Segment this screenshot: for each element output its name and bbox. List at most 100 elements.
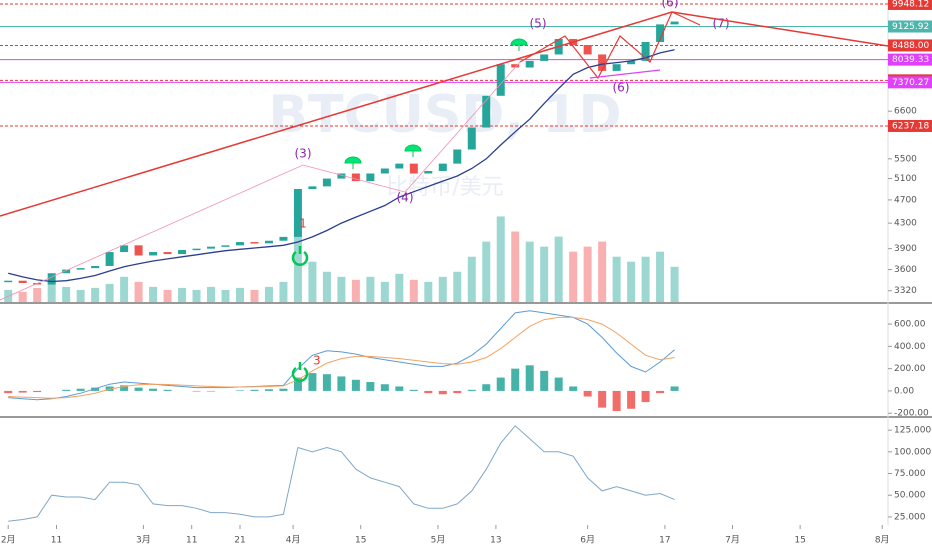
candle	[192, 248, 201, 251]
y-tick-label: -200.00	[894, 409, 929, 419]
y-tick-label: 5100	[894, 174, 917, 184]
candle	[134, 245, 143, 256]
macd-bar	[569, 386, 578, 391]
volume-bar	[496, 216, 505, 302]
candle	[424, 170, 433, 174]
volume-bar	[511, 231, 520, 302]
macd-bar	[235, 390, 244, 391]
candle	[4, 280, 13, 283]
volume-bar	[554, 236, 563, 302]
candle	[264, 240, 273, 244]
macd-bar	[453, 390, 462, 394]
candle	[163, 252, 172, 255]
volume-bar	[235, 287, 244, 302]
volume-bar	[467, 256, 476, 302]
x-tick-label: 21	[234, 536, 245, 546]
y-tick-label: 25.000	[894, 512, 926, 522]
volume-bar	[120, 276, 129, 302]
watermark: BTCUSD, 1D	[268, 85, 621, 145]
macd-bar	[293, 377, 302, 391]
macd-bar	[91, 387, 100, 391]
annotation: (3)	[295, 147, 312, 161]
macd-bar	[207, 390, 216, 392]
volume-bar	[656, 251, 665, 302]
y-tick-label: 4300	[894, 219, 917, 229]
candle	[351, 173, 360, 182]
candle	[366, 173, 375, 182]
x-tick-label: 5月	[431, 535, 446, 546]
volume-bar	[438, 276, 447, 302]
volume-bar	[308, 261, 317, 302]
level-label: 7370.27	[892, 78, 929, 88]
candle	[467, 127, 476, 150]
umbrella-icon	[510, 38, 528, 51]
volume-bar	[62, 286, 71, 302]
candle	[105, 252, 114, 266]
x-tick-label: 8月	[875, 535, 890, 546]
volume-bar	[453, 271, 462, 302]
volume-bar	[366, 276, 375, 302]
candle	[627, 60, 636, 65]
y-tick-label: 125.000	[894, 426, 931, 436]
trend-line	[0, 11, 673, 217]
level-label: 9948.12	[892, 0, 929, 9]
macd-bar	[511, 368, 520, 391]
candle	[76, 268, 85, 270]
macd-bar	[351, 379, 360, 391]
x-tick-label: 4月	[286, 535, 301, 546]
macd-bar	[163, 389, 172, 391]
y-tick-label: 3320	[894, 286, 917, 296]
candle	[221, 245, 230, 247]
y-tick-label: 0.00	[894, 386, 914, 396]
macd-bar	[627, 390, 636, 409]
candle	[540, 54, 549, 61]
candle	[641, 42, 650, 61]
level-label: 8039.33	[892, 55, 929, 65]
x-tick-label: 17	[659, 536, 670, 546]
volume-bar	[279, 281, 288, 302]
macd-line	[8, 316, 675, 399]
candle	[337, 173, 346, 179]
level-tag	[888, 53, 932, 66]
macd-bar	[105, 386, 114, 391]
macd-line	[8, 310, 675, 401]
y-tick-label: 200.00	[894, 364, 926, 374]
wave-line	[0, 61, 521, 301]
annotation: 3	[313, 354, 321, 368]
volume-bar	[33, 287, 42, 302]
macd-bar	[337, 376, 346, 391]
volume-bar	[598, 241, 607, 302]
volume-bar	[18, 291, 27, 302]
candle	[482, 95, 491, 128]
candle	[380, 168, 389, 174]
volume-bar	[264, 286, 273, 302]
candle	[293, 189, 302, 237]
y-tick-label: 3600	[894, 265, 917, 275]
macd-bar	[322, 374, 331, 391]
x-tick-label: 2月	[1, 535, 16, 546]
candle	[598, 54, 607, 71]
candle	[18, 280, 27, 283]
volume-bar	[221, 289, 230, 302]
power-icon	[291, 246, 309, 266]
volume-bar	[163, 289, 172, 302]
volume-bar	[149, 286, 158, 302]
indicator-line	[8, 425, 675, 522]
macd-bar	[540, 370, 549, 391]
candle	[496, 64, 505, 96]
macd-bar	[149, 388, 158, 391]
macd-bar	[670, 386, 679, 391]
macd-bar	[395, 386, 404, 391]
macd-bar	[424, 390, 433, 394]
candle	[279, 236, 288, 241]
volume-bar	[641, 256, 650, 302]
candle	[612, 64, 621, 71]
annotation: (6)	[613, 81, 630, 95]
volume-bar	[134, 281, 143, 302]
macd-bar	[496, 377, 505, 391]
macd-bar	[62, 389, 71, 391]
candle	[250, 242, 259, 244]
annotation: (5)	[530, 17, 547, 31]
candle	[453, 149, 462, 164]
